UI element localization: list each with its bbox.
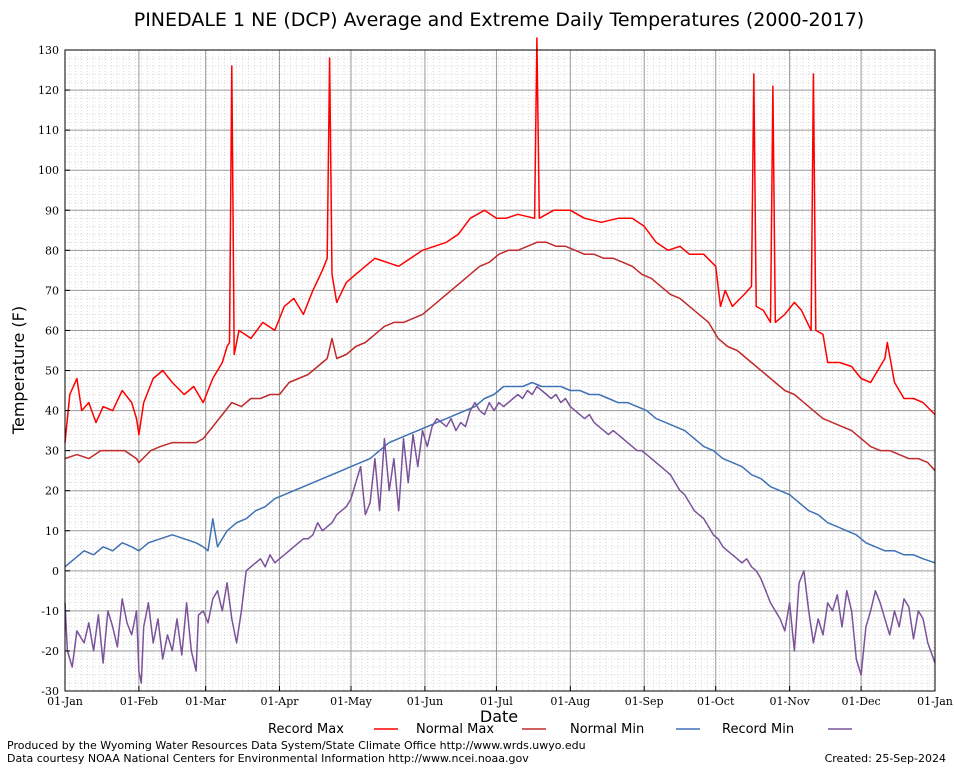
y-tick-label: 130 (38, 44, 59, 57)
y-tick-label: 70 (45, 284, 59, 297)
y-tick-label: 110 (38, 124, 59, 137)
chart-title: PINEDALE 1 NE (DCP) Average and Extreme … (134, 9, 864, 31)
plot-frame (64, 49, 936, 692)
series-line-normal-min (64, 381, 936, 568)
y-tick-label: -10 (41, 605, 59, 618)
x-tick-label: 01-Apr (261, 695, 300, 708)
y-tick-label: 120 (38, 84, 59, 97)
y-tick-label: -30 (41, 685, 59, 698)
minor-grid (65, 50, 935, 691)
x-tick-label: 01-Dec (842, 695, 881, 708)
x-tick-label: 01-Aug (550, 695, 590, 708)
x-tick-label: 01-Oct (697, 695, 735, 708)
y-tick-label: 90 (45, 204, 59, 217)
y-tick-label: 0 (52, 565, 59, 578)
series-line-record-max (64, 37, 936, 443)
y-tick-label: 80 (45, 244, 59, 257)
y-tick-label: 20 (45, 485, 59, 498)
x-tick-label: 01-Jan (47, 695, 83, 708)
credit-line-1: Produced by the Wyoming Water Resources … (7, 739, 586, 752)
x-axis-title: Date (480, 707, 518, 726)
legend-label: Normal Max (416, 722, 494, 737)
x-axis-ticks: 01-Jan 01-Feb 01-Mar 01-Apr 01-May 01-Jun 01-J… (47, 686, 953, 708)
x-tick-label: 01-Jul (480, 695, 513, 708)
x-tick-label: 01-Jan (917, 695, 953, 708)
x-tick-label: 01-May (330, 695, 373, 708)
legend-label: Normal Min (570, 722, 644, 737)
y-tick-label: 50 (45, 365, 59, 378)
legend: Record Max Normal Max Normal Min Record Min (268, 722, 852, 737)
series-line-record-min (64, 385, 936, 684)
y-tick-label: 40 (45, 405, 59, 418)
y-axis-title: Temperature (F) (9, 306, 28, 435)
series-line-normal-max (64, 241, 936, 472)
legend-label: Record Min (722, 722, 794, 737)
y-tick-label: 60 (45, 324, 59, 337)
y-tick-label: 100 (38, 164, 59, 177)
x-tick-label: 01-Sep (625, 695, 664, 708)
y-tick-label: -20 (41, 645, 59, 658)
x-tick-label: 01-Mar (185, 695, 227, 708)
y-tick-label: 30 (45, 445, 59, 458)
x-tick-label: 01-Nov (770, 695, 811, 708)
x-tick-label: 01-Jun (407, 695, 443, 708)
created-date: Created: 25-Sep-2024 (824, 752, 946, 765)
series-layer (64, 37, 936, 684)
credit-line-2: Data courtesy NOAA National Centers for … (7, 752, 529, 765)
y-tick-label: 10 (45, 525, 59, 538)
legend-label: Record Max (268, 722, 344, 737)
x-tick-label: 01-Feb (120, 695, 158, 708)
y-axis-ticks: -30 -20 -10 0 10 20 30 40 50 60 70 80 90 100 110 120 130 (38, 44, 70, 698)
